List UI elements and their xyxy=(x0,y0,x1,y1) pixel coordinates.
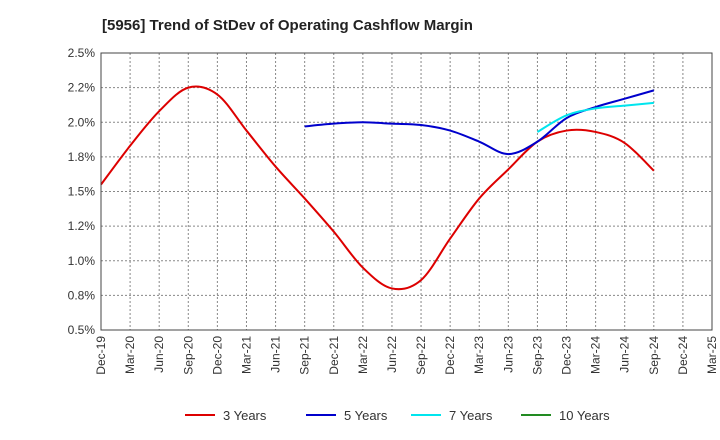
x-tick-label: Mar-22 xyxy=(356,336,370,374)
x-tick-label: Dec-20 xyxy=(210,336,224,375)
x-tick-label: Dec-22 xyxy=(443,336,457,375)
legend-label-5-years: 5 Years xyxy=(344,408,388,423)
y-tick-label: 2.5% xyxy=(68,46,96,60)
series-line-3-years xyxy=(100,85,655,291)
x-tick-label: Sep-24 xyxy=(647,336,661,375)
x-tick-label: Dec-21 xyxy=(327,336,341,375)
plot-frame xyxy=(100,52,713,331)
x-tick-label: Jun-20 xyxy=(152,336,166,373)
x-tick-label: Sep-20 xyxy=(181,336,195,375)
x-tick-label: Dec-23 xyxy=(560,336,574,375)
y-tick-label: 2.2% xyxy=(68,81,96,95)
x-tick-label: Mar-25 xyxy=(705,336,719,374)
x-tick-label: Dec-24 xyxy=(676,336,690,375)
x-tick-label: Sep-22 xyxy=(414,336,428,375)
y-tick-label: 2.0% xyxy=(68,115,96,129)
y-tick-label: 1.0% xyxy=(68,254,96,268)
x-tick-label: Mar-24 xyxy=(589,336,603,374)
y-tick-label: 1.2% xyxy=(68,219,96,233)
x-tick-label: Jun-23 xyxy=(501,336,515,373)
y-tick-label: 1.8% xyxy=(68,150,96,164)
series-line-5-years xyxy=(304,89,655,156)
x-tick-label: Sep-21 xyxy=(298,336,312,375)
series-lines xyxy=(100,85,655,291)
legend-label-10-years: 10 Years xyxy=(559,408,610,423)
x-tick-label: Jun-21 xyxy=(269,336,283,373)
x-tick-label: Jun-24 xyxy=(618,336,632,373)
x-tick-label: Dec-19 xyxy=(94,336,108,375)
series-line-7-years xyxy=(536,101,654,133)
x-tick-label: Mar-23 xyxy=(472,336,486,374)
chart-title: [5956] Trend of StDev of Operating Cashf… xyxy=(102,17,473,34)
legend-label-7-years: 7 Years xyxy=(449,408,493,423)
x-tick-label: Mar-20 xyxy=(123,336,137,374)
y-tick-label: 1.5% xyxy=(68,185,96,199)
legend-label-3-years: 3 Years xyxy=(223,408,267,423)
x-tick-label: Jun-22 xyxy=(385,336,399,373)
y-axis-tick-labels: 0.5% 0.8% 1.0% 1.2% 1.5% 1.8% 2.0% 2.2% 2.5% xyxy=(68,46,96,337)
x-tick-label: Mar-21 xyxy=(239,336,253,374)
x-tick-label: Sep-23 xyxy=(530,336,544,375)
y-tick-label: 0.8% xyxy=(68,288,96,302)
y-tick-label: 0.5% xyxy=(68,323,96,337)
legend: 3 Years 5 Years 7 Years 10 Years xyxy=(185,408,610,423)
x-axis-tick-labels: Dec-19 Mar-20 Jun-20 Sep-20 Dec-20 Mar-21 Jun-… xyxy=(94,336,719,375)
